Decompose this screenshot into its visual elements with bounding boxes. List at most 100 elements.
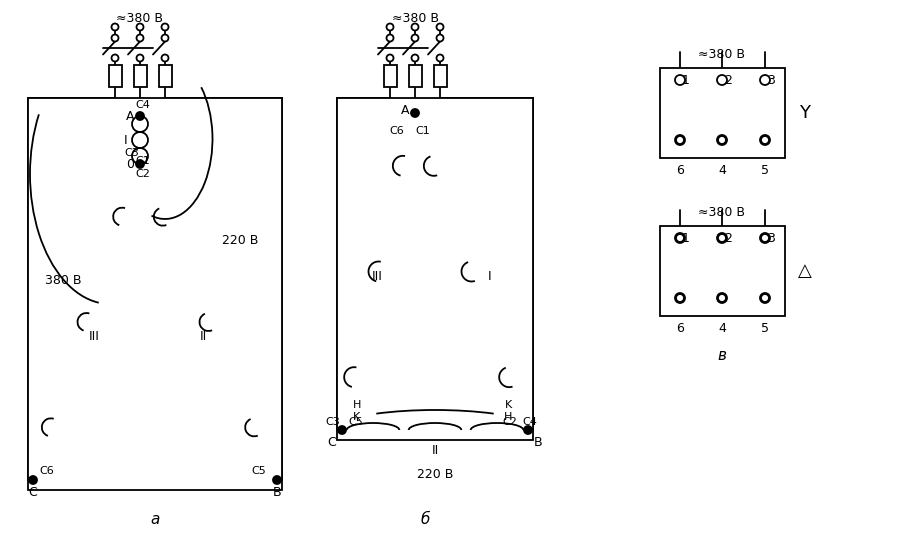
Bar — [28, 98, 282, 490]
Text: 0: 0 — [126, 158, 134, 171]
Text: 1: 1 — [682, 231, 690, 245]
Circle shape — [718, 294, 726, 302]
Circle shape — [718, 136, 726, 144]
Text: C5: C5 — [252, 466, 266, 476]
Text: ≈380 В: ≈380 В — [698, 49, 745, 62]
Circle shape — [411, 35, 418, 41]
Circle shape — [436, 24, 444, 30]
Circle shape — [161, 24, 168, 30]
Text: I: I — [488, 269, 491, 282]
Circle shape — [136, 160, 144, 168]
Text: 220 В: 220 В — [221, 234, 258, 246]
Circle shape — [676, 136, 684, 144]
Circle shape — [137, 35, 143, 41]
Circle shape — [717, 293, 727, 303]
Bar — [434, 65, 447, 87]
Text: II: II — [200, 330, 207, 343]
Text: в: в — [717, 348, 726, 363]
Bar — [660, 68, 785, 158]
Circle shape — [161, 35, 168, 41]
Text: C6: C6 — [40, 466, 54, 476]
Text: H: H — [504, 412, 512, 422]
Text: 1: 1 — [682, 73, 690, 86]
Text: 4: 4 — [718, 164, 726, 176]
Text: ≈380 В: ≈380 В — [698, 207, 745, 220]
Circle shape — [411, 109, 419, 117]
Text: 6: 6 — [676, 164, 684, 176]
Text: C4: C4 — [136, 100, 150, 110]
Text: C3: C3 — [124, 148, 140, 158]
Circle shape — [675, 233, 685, 243]
Bar — [660, 226, 785, 316]
Text: C3: C3 — [325, 417, 340, 427]
Text: △: △ — [798, 262, 812, 280]
Text: A: A — [126, 110, 134, 123]
Text: 5: 5 — [761, 164, 769, 176]
Text: 2: 2 — [724, 231, 732, 245]
Circle shape — [137, 54, 143, 62]
Text: 5: 5 — [761, 321, 769, 334]
Bar — [109, 65, 122, 87]
Circle shape — [761, 294, 769, 302]
Circle shape — [676, 234, 684, 242]
Circle shape — [675, 75, 685, 85]
Circle shape — [411, 54, 418, 62]
Text: II: II — [431, 444, 438, 456]
Text: 220 В: 220 В — [417, 469, 454, 482]
Circle shape — [761, 136, 769, 144]
Circle shape — [386, 35, 393, 41]
Text: C: C — [29, 487, 38, 500]
Circle shape — [436, 54, 444, 62]
Text: B: B — [273, 487, 282, 500]
Text: 2: 2 — [724, 73, 732, 86]
Circle shape — [338, 426, 346, 434]
Circle shape — [675, 135, 685, 145]
Text: 380 В: 380 В — [45, 273, 81, 287]
Text: 6: 6 — [676, 321, 684, 334]
Circle shape — [273, 476, 281, 484]
Text: B: B — [534, 436, 543, 449]
Text: C1: C1 — [136, 156, 150, 166]
Circle shape — [411, 24, 418, 30]
Circle shape — [436, 35, 444, 41]
Circle shape — [717, 135, 727, 145]
Text: K: K — [504, 400, 511, 410]
Bar — [159, 65, 172, 87]
Circle shape — [112, 35, 119, 41]
Bar — [134, 65, 147, 87]
Bar — [337, 98, 533, 440]
Circle shape — [386, 54, 393, 62]
Circle shape — [760, 293, 770, 303]
Circle shape — [761, 234, 769, 242]
Text: III: III — [372, 269, 382, 282]
Text: 3: 3 — [767, 73, 775, 86]
Circle shape — [760, 75, 770, 85]
Circle shape — [675, 293, 685, 303]
Circle shape — [112, 24, 119, 30]
Bar — [409, 65, 422, 87]
Text: 4: 4 — [718, 321, 726, 334]
Text: а: а — [150, 512, 159, 528]
Text: A: A — [400, 105, 410, 118]
Circle shape — [136, 112, 144, 120]
Circle shape — [137, 24, 143, 30]
Text: 3: 3 — [767, 231, 775, 245]
Text: ≈380 В: ≈380 В — [116, 12, 164, 25]
Text: III: III — [88, 330, 99, 343]
Text: H: H — [353, 400, 361, 410]
Text: Y: Y — [799, 104, 811, 122]
Circle shape — [760, 233, 770, 243]
Circle shape — [718, 234, 726, 242]
Text: C2: C2 — [136, 169, 150, 179]
Text: C5: C5 — [348, 417, 364, 427]
Text: C4: C4 — [523, 417, 537, 427]
Text: б: б — [420, 512, 429, 528]
Text: K: K — [354, 412, 361, 422]
Circle shape — [386, 24, 393, 30]
Text: ≈380 В: ≈380 В — [392, 12, 438, 25]
Text: C: C — [328, 436, 337, 449]
Text: C6: C6 — [390, 126, 404, 136]
Circle shape — [760, 135, 770, 145]
Circle shape — [524, 426, 532, 434]
Text: C1: C1 — [416, 126, 430, 136]
